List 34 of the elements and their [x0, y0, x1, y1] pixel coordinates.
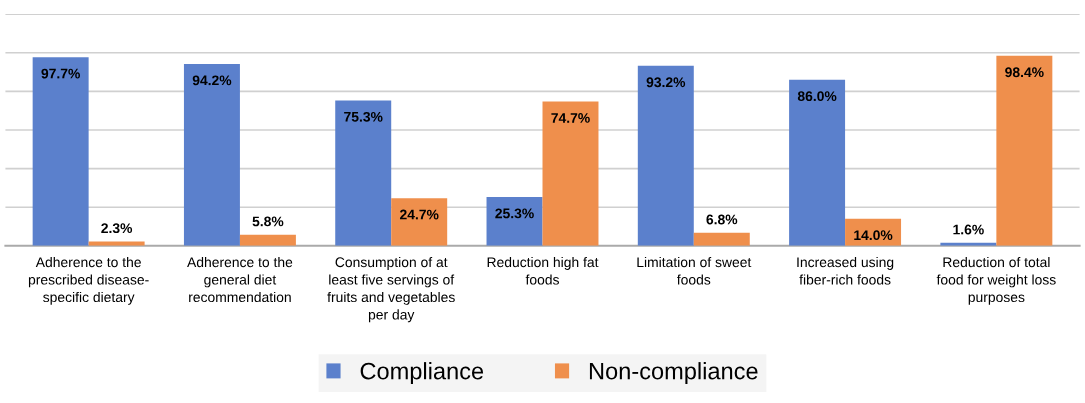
data-label: 94.2% — [192, 75, 232, 86]
legend-label: Non-compliance — [589, 362, 758, 385]
data-label: 75.3% — [344, 111, 383, 122]
data-label: 6.8% — [706, 214, 738, 225]
data-label: 98.4% — [1005, 67, 1044, 78]
data-label: 2.3% — [101, 223, 133, 234]
data-label: 1.6% — [953, 224, 984, 235]
bar — [486, 196, 543, 246]
bar — [335, 100, 392, 246]
legend-label: Compliance — [360, 362, 484, 385]
data-label: 86.0% — [797, 91, 837, 102]
bar — [391, 198, 448, 246]
bar — [32, 57, 89, 246]
data-label: 74.7% — [551, 113, 590, 123]
x-tick-label: Consumption of at least five servings of fruits and vegetables per day — [327, 256, 455, 323]
bar — [789, 79, 846, 246]
x-tick-label: Reduction high fat foods — [487, 256, 599, 285]
data-label: 5.8% — [252, 216, 284, 227]
bar — [693, 232, 750, 246]
bar — [88, 241, 145, 246]
x-tick-label: Adherence to the prescribed disease- specific dietary — [28, 256, 149, 305]
data-label: 25.3% — [495, 208, 534, 219]
data-label: 93.2% — [646, 77, 686, 88]
x-tick-label: Increased using fiber-rich foods — [797, 256, 894, 285]
bar — [542, 101, 599, 246]
data-label: 24.7% — [399, 209, 439, 220]
bar — [637, 65, 694, 246]
bar — [996, 55, 1053, 246]
data-label: 97.7% — [41, 68, 80, 79]
data-label: 14.0% — [854, 230, 893, 241]
bar — [183, 63, 240, 246]
x-tick-label: Reduction of total food for weight loss purposes — [936, 256, 1056, 305]
x-tick-label: Adherence to the general diet recommendation — [187, 256, 293, 303]
x-tick-label: Limitation of sweet foods — [637, 256, 752, 285]
